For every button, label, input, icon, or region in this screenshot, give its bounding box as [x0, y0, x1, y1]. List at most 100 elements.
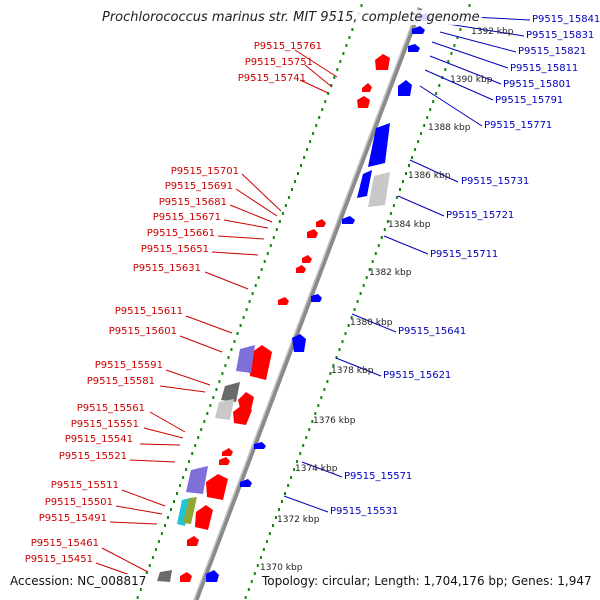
gene-p9515-15641[interactable] [311, 294, 322, 302]
gene-label-reverse[interactable]: P9515_15461 [30, 538, 99, 549]
gene-p9515-15751[interactable] [362, 83, 372, 92]
leader-line-reverse [241, 173, 282, 212]
gene-p9515-15711[interactable] [342, 216, 355, 224]
gene-label-forward[interactable]: P9515_15801 [503, 79, 572, 90]
leader-line-forward [383, 235, 429, 255]
gene-label-reverse[interactable]: P9515_15591 [94, 360, 163, 371]
reverse-track-tick [227, 356, 230, 359]
gene-label-reverse[interactable]: P9515_15551 [70, 419, 139, 430]
gene-label-forward[interactable]: P9515_15791 [495, 95, 564, 106]
gene-label-forward[interactable]: P9515_15771 [484, 120, 553, 131]
gene-label-reverse[interactable]: P9515_15701 [170, 166, 239, 177]
gene-label-reverse[interactable]: P9515_15741 [237, 73, 306, 84]
leader-line-forward [351, 313, 397, 333]
gene-p9515-15821[interactable] [408, 44, 420, 52]
reverse-track-tick [300, 164, 302, 167]
gene-p9515-15461[interactable] [187, 536, 199, 546]
gene-lightgray-1[interactable] [215, 399, 234, 420]
gene-p9515-15491[interactable] [195, 505, 213, 530]
kbp-tick-label: 1370 kbp [260, 563, 303, 573]
gene-label-reverse[interactable]: P9515_15671 [152, 212, 221, 223]
gene-label-reverse[interactable]: P9515_15661 [146, 228, 215, 239]
gene-p9515-15511[interactable] [206, 474, 228, 500]
forward-track-tick [386, 220, 389, 223]
gene-p9515-15671[interactable] [296, 265, 306, 273]
gene-purple-2[interactable] [186, 466, 208, 494]
reverse-track-tick [272, 236, 275, 239]
gene-label-reverse[interactable]: P9515_15681 [158, 197, 227, 208]
gene-label-reverse[interactable]: P9515_15751 [244, 57, 313, 68]
gene-label-reverse[interactable]: P9515_15511 [50, 480, 119, 491]
forward-track-tick [447, 60, 450, 63]
gene-p9515-15561[interactable] [233, 405, 252, 425]
gene-p9515-15621[interactable] [292, 334, 306, 352]
gene-label-forward[interactable]: P9515_15831 [526, 30, 595, 41]
forward-track-tick [293, 468, 296, 471]
gene-p9515-15801[interactable] [398, 80, 412, 96]
forward-track-tick [426, 116, 429, 119]
gene-p9515-15681[interactable] [302, 255, 312, 263]
gene-olive-1[interactable] [183, 497, 197, 524]
tick-layer [136, 4, 471, 599]
gene-gray-1[interactable] [221, 382, 240, 402]
forward-track-tick [320, 396, 323, 399]
forward-track-tick [399, 188, 401, 191]
gene-label-forward[interactable]: P9515_15711 [430, 249, 499, 260]
gene-label-reverse[interactable]: P9515_15581 [86, 376, 155, 387]
gene-p9515-15741[interactable] [357, 96, 370, 108]
gene-p9515-15701[interactable] [316, 219, 326, 227]
gene-p9515-15571[interactable] [254, 442, 266, 449]
gene-label-forward[interactable]: P9515_15731 [461, 176, 530, 187]
gene-label-forward[interactable]: P9515_15821 [518, 46, 587, 57]
gene-p9515-15551[interactable] [222, 448, 233, 456]
gene-label-reverse[interactable]: P9515_15761 [253, 41, 322, 52]
reverse-track-tick [336, 68, 339, 71]
reverse-track-tick [257, 276, 260, 279]
gene-p9515-15531[interactable] [240, 479, 252, 487]
gene-label-reverse[interactable]: P9515_15651 [140, 244, 209, 255]
gene-label-reverse[interactable]: P9515_15561 [76, 403, 145, 414]
reverse-track-tick [176, 492, 178, 495]
gene-cyan-1[interactable] [177, 498, 190, 526]
reverse-track-tick [236, 332, 239, 335]
gene-p9515-15831[interactable] [412, 26, 425, 34]
gene-p9515-15451[interactable] [180, 572, 192, 582]
gene-p9515-15771[interactable] [368, 123, 390, 167]
gene-p9515-15761[interactable] [375, 54, 390, 70]
gene-label-reverse[interactable]: P9515_15691 [164, 181, 233, 192]
reverse-track-tick [230, 348, 233, 351]
gene-p9515-15601[interactable] [248, 345, 272, 380]
gene-label-forward[interactable]: P9515_15531 [330, 506, 399, 517]
gene-label-reverse[interactable]: P9515_15521 [58, 451, 127, 462]
gene-label-forward[interactable]: P9515_15841 [532, 14, 600, 25]
gene-label-reverse[interactable]: P9515_15631 [132, 263, 201, 274]
gene-gray-2[interactable] [157, 570, 172, 582]
reverse-track-tick [251, 292, 254, 295]
leader-line-forward [397, 195, 445, 217]
gene-label-reverse[interactable]: P9515_15491 [38, 513, 107, 524]
gene-label-forward[interactable]: P9515_15721 [446, 210, 515, 221]
gene-p9515-15691[interactable] [307, 229, 318, 238]
reverse-track-tick [245, 308, 248, 311]
gene-p9515-15631[interactable] [278, 297, 289, 305]
forward-track-tick [335, 356, 338, 359]
gene-label-reverse[interactable]: P9515_15451 [24, 554, 93, 565]
gene-label-forward[interactable]: P9515_15641 [398, 326, 467, 337]
gene-label-reverse[interactable]: P9515_15501 [44, 497, 113, 508]
kbp-tick-label: 1390 kbp [450, 75, 493, 85]
gene-label-reverse[interactable]: P9515_15611 [114, 306, 183, 317]
gene-label-forward[interactable]: P9515_15621 [383, 370, 452, 381]
gene-label-reverse[interactable]: P9515_15601 [108, 326, 177, 337]
reverse-track-tick [145, 572, 148, 575]
gene-p9515-15541[interactable] [219, 457, 230, 465]
gene-label-reverse[interactable]: P9515_15541 [64, 434, 133, 445]
gene-forward-bottom[interactable] [206, 570, 219, 582]
forward-track-tick [247, 588, 250, 591]
gene-label-forward[interactable]: P9515_15811 [510, 63, 579, 74]
gene-p9515-15721[interactable] [368, 172, 390, 207]
gene-purple-1[interactable] [236, 345, 255, 373]
gene-label-forward[interactable]: P9515_15571 [344, 471, 413, 482]
gene-p9515-15731[interactable] [357, 170, 372, 198]
forward-track-tick [362, 284, 365, 287]
